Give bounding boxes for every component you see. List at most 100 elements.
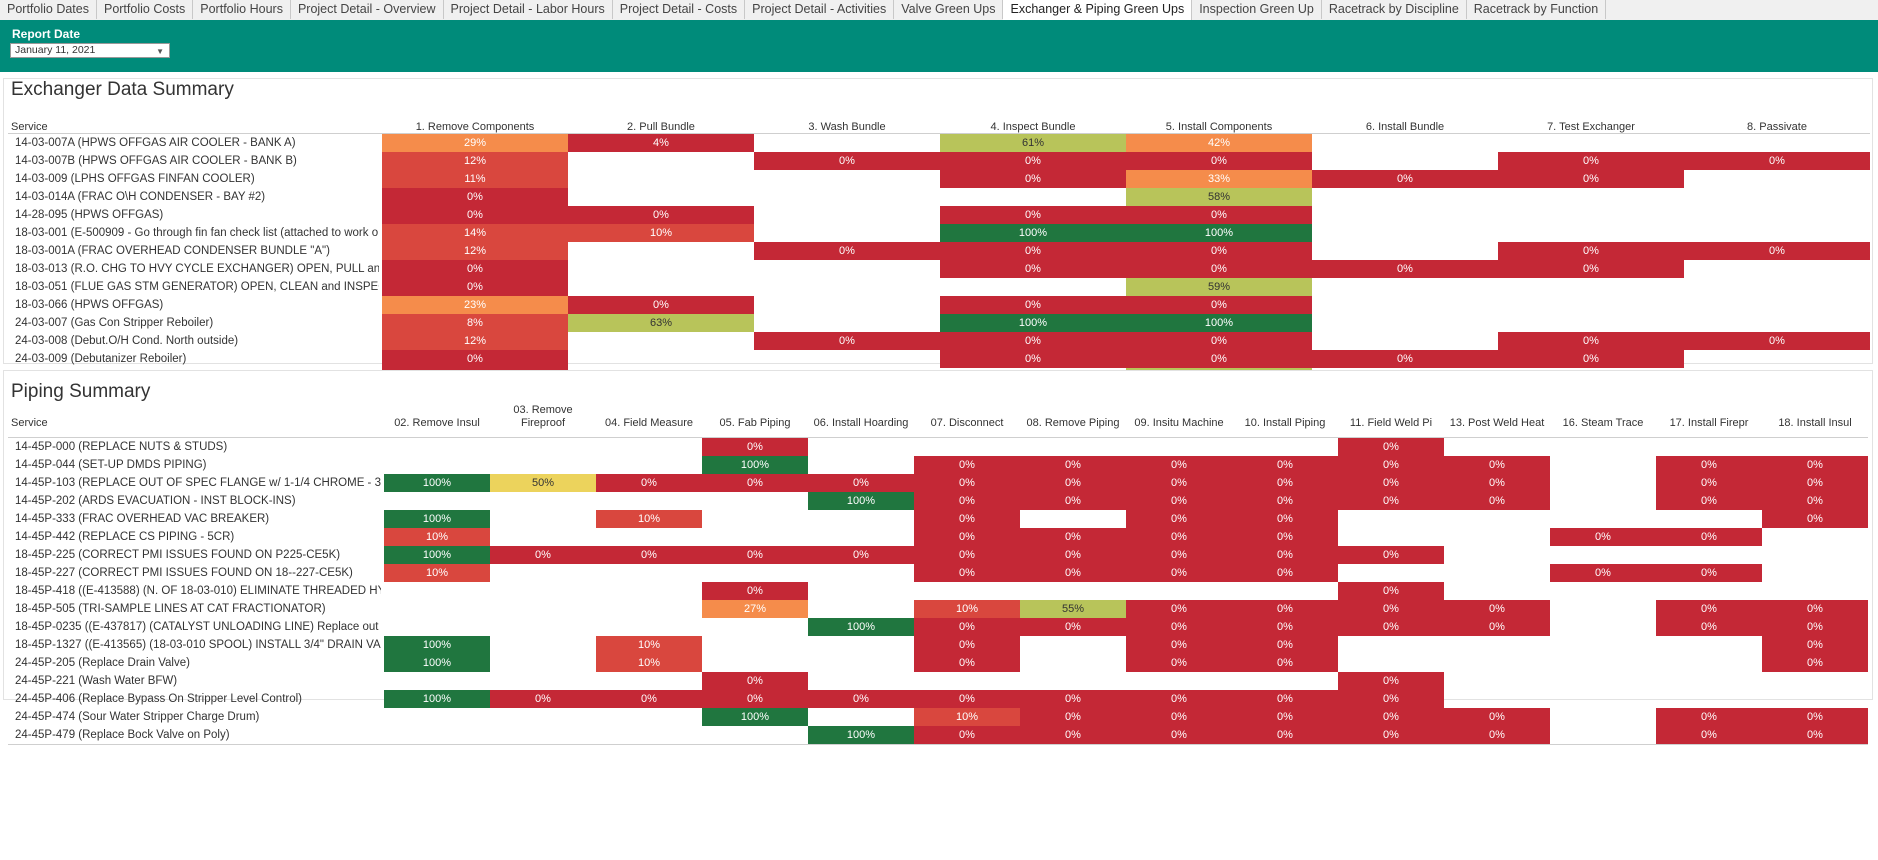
percent-cell[interactable]: 0% xyxy=(914,510,1020,528)
percent-cell[interactable]: 0% xyxy=(382,260,568,278)
percent-cell[interactable]: 0% xyxy=(1312,170,1498,188)
percent-cell[interactable]: 0% xyxy=(1498,350,1684,368)
percent-cell[interactable]: 0% xyxy=(1126,456,1232,474)
percent-cell[interactable]: 100% xyxy=(808,618,914,636)
percent-cell[interactable]: 0% xyxy=(1126,510,1232,528)
percent-cell[interactable]: 58% xyxy=(1126,188,1312,206)
percent-cell[interactable]: 100% xyxy=(940,314,1126,332)
percent-cell[interactable]: 0% xyxy=(1444,618,1550,636)
tab-project-detail-costs[interactable]: Project Detail - Costs xyxy=(613,0,746,19)
percent-cell[interactable]: 0% xyxy=(1338,546,1444,564)
percent-cell[interactable]: 0% xyxy=(382,350,568,368)
percent-cell[interactable]: 63% xyxy=(568,314,754,332)
percent-cell[interactable]: 0% xyxy=(1232,528,1338,546)
percent-cell[interactable]: 0% xyxy=(1020,690,1126,708)
percent-cell[interactable]: 0% xyxy=(1126,618,1232,636)
percent-cell[interactable]: 0% xyxy=(1232,636,1338,654)
percent-cell[interactable]: 0% xyxy=(1126,296,1312,314)
percent-cell[interactable]: 100% xyxy=(808,726,914,744)
percent-cell[interactable]: 100% xyxy=(1126,314,1312,332)
percent-cell[interactable]: 0% xyxy=(1126,332,1312,350)
percent-cell[interactable]: 10% xyxy=(596,510,702,528)
percent-cell[interactable]: 0% xyxy=(1126,350,1312,368)
percent-cell[interactable]: 10% xyxy=(596,636,702,654)
percent-cell[interactable]: 0% xyxy=(1232,492,1338,510)
percent-cell[interactable]: 0% xyxy=(1126,564,1232,582)
percent-cell[interactable]: 0% xyxy=(1020,564,1126,582)
percent-cell[interactable]: 0% xyxy=(1020,618,1126,636)
percent-cell[interactable]: 0% xyxy=(1498,170,1684,188)
percent-cell[interactable]: 0% xyxy=(1762,636,1868,654)
percent-cell[interactable]: 0% xyxy=(702,438,808,456)
percent-cell[interactable]: 29% xyxy=(382,134,568,152)
percent-cell[interactable]: 100% xyxy=(940,224,1126,242)
percent-cell[interactable]: 0% xyxy=(568,296,754,314)
percent-cell[interactable]: 0% xyxy=(1232,654,1338,672)
percent-cell[interactable]: 4% xyxy=(568,134,754,152)
tab-project-detail-activities[interactable]: Project Detail - Activities xyxy=(745,0,895,19)
percent-cell[interactable]: 55% xyxy=(1020,600,1126,618)
percent-cell[interactable]: 10% xyxy=(914,708,1020,726)
percent-cell[interactable]: 0% xyxy=(1232,546,1338,564)
percent-cell[interactable]: 10% xyxy=(568,224,754,242)
percent-cell[interactable]: 0% xyxy=(1656,726,1762,744)
percent-cell[interactable]: 0% xyxy=(1656,708,1762,726)
percent-cell[interactable]: 0% xyxy=(1020,492,1126,510)
percent-cell[interactable]: 0% xyxy=(702,546,808,564)
percent-cell[interactable]: 0% xyxy=(1232,564,1338,582)
percent-cell[interactable]: 0% xyxy=(382,278,568,296)
percent-cell[interactable]: 14% xyxy=(382,224,568,242)
percent-cell[interactable]: 0% xyxy=(490,546,596,564)
percent-cell[interactable]: 0% xyxy=(1338,456,1444,474)
percent-cell[interactable]: 100% xyxy=(384,546,490,564)
tab-valve-green-ups[interactable]: Valve Green Ups xyxy=(894,0,1004,19)
percent-cell[interactable]: 0% xyxy=(702,582,808,600)
tab-portfolio-hours[interactable]: Portfolio Hours xyxy=(193,0,291,19)
percent-cell[interactable]: 0% xyxy=(914,726,1020,744)
percent-cell[interactable]: 0% xyxy=(1312,350,1498,368)
percent-cell[interactable]: 0% xyxy=(1656,474,1762,492)
percent-cell[interactable]: 0% xyxy=(808,474,914,492)
percent-cell[interactable]: 0% xyxy=(1126,242,1312,260)
percent-cell[interactable]: 23% xyxy=(382,296,568,314)
percent-cell[interactable]: 0% xyxy=(1656,492,1762,510)
percent-cell[interactable]: 10% xyxy=(384,528,490,546)
percent-cell[interactable]: 0% xyxy=(1444,456,1550,474)
percent-cell[interactable]: 0% xyxy=(1338,582,1444,600)
percent-cell[interactable]: 33% xyxy=(1126,170,1312,188)
percent-cell[interactable]: 0% xyxy=(1684,242,1870,260)
percent-cell[interactable]: 0% xyxy=(1338,438,1444,456)
percent-cell[interactable]: 0% xyxy=(914,690,1020,708)
tab-exchanger-piping-green-ups[interactable]: Exchanger & Piping Green Ups xyxy=(1003,0,1193,20)
percent-cell[interactable]: 0% xyxy=(1656,456,1762,474)
percent-cell[interactable]: 0% xyxy=(596,690,702,708)
percent-cell[interactable]: 0% xyxy=(1684,332,1870,350)
percent-cell[interactable]: 0% xyxy=(1232,456,1338,474)
percent-cell[interactable]: 0% xyxy=(1232,708,1338,726)
percent-cell[interactable]: 0% xyxy=(1126,260,1312,278)
percent-cell[interactable]: 0% xyxy=(702,690,808,708)
percent-cell[interactable]: 12% xyxy=(382,152,568,170)
percent-cell[interactable]: 0% xyxy=(754,332,940,350)
percent-cell[interactable]: 0% xyxy=(1020,456,1126,474)
tab-racetrack-by-function[interactable]: Racetrack by Function xyxy=(1467,0,1607,19)
percent-cell[interactable]: 0% xyxy=(1338,492,1444,510)
percent-cell[interactable]: 12% xyxy=(382,242,568,260)
percent-cell[interactable]: 0% xyxy=(702,474,808,492)
percent-cell[interactable]: 0% xyxy=(940,350,1126,368)
percent-cell[interactable]: 0% xyxy=(382,188,568,206)
percent-cell[interactable]: 0% xyxy=(1126,690,1232,708)
percent-cell[interactable]: 0% xyxy=(808,690,914,708)
percent-cell[interactable]: 0% xyxy=(1444,600,1550,618)
percent-cell[interactable]: 0% xyxy=(914,564,1020,582)
percent-cell[interactable]: 0% xyxy=(1126,474,1232,492)
percent-cell[interactable]: 0% xyxy=(1762,492,1868,510)
percent-cell[interactable]: 0% xyxy=(1550,564,1656,582)
percent-cell[interactable]: 100% xyxy=(702,708,808,726)
percent-cell[interactable]: 0% xyxy=(1126,654,1232,672)
percent-cell[interactable]: 10% xyxy=(384,564,490,582)
percent-cell[interactable]: 100% xyxy=(384,510,490,528)
percent-cell[interactable]: 27% xyxy=(702,600,808,618)
percent-cell[interactable]: 0% xyxy=(1656,528,1762,546)
percent-cell[interactable]: 0% xyxy=(1762,654,1868,672)
